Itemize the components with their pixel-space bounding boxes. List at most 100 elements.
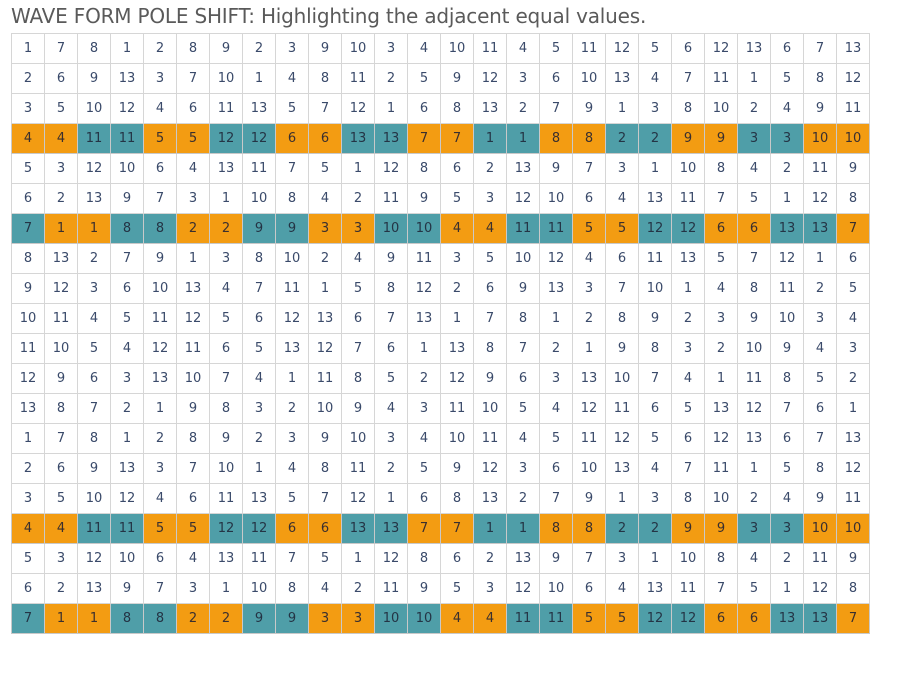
grid-cell: 5 (341, 273, 375, 304)
grid-cell: 6 (275, 513, 309, 544)
grid-cell: 7 (308, 93, 342, 124)
grid-cell: 6 (671, 423, 705, 454)
grid-cell: 6 (77, 363, 111, 394)
grid-cell: 1 (407, 333, 441, 364)
grid-cell: 3 (110, 363, 144, 394)
grid-cell: 8 (803, 453, 837, 484)
grid-cell: 9 (572, 93, 606, 124)
grid-cell: 5 (638, 33, 672, 64)
grid-cell: 6 (308, 513, 342, 544)
grid-cell: 6 (572, 183, 606, 214)
grid-cell: 2 (341, 183, 375, 214)
grid-cell: 13 (803, 213, 837, 244)
grid-cell: 7 (836, 603, 870, 634)
grid-row: 3 5 10 12 4 6 11 13 5 7 12 1 6 8 13 2 7 9 1 3 8 10 2 4 9 11 (11, 93, 870, 124)
grid-cell: 7 (11, 213, 45, 244)
grid-cell: 12 (275, 303, 309, 334)
grid-cell: 6 (275, 123, 309, 154)
grid-cell: 10 (770, 303, 804, 334)
grid-cell: 2 (704, 333, 738, 364)
grid-cell: 7 (704, 183, 738, 214)
grid-cell: 12 (704, 423, 738, 454)
grid-cell: 12 (341, 483, 375, 514)
grid-cell: 6 (506, 363, 540, 394)
grid-cell: 12 (308, 333, 342, 364)
grid-cell: 5 (572, 213, 606, 244)
grid-cell: 7 (539, 93, 573, 124)
grid-cell: 5 (308, 153, 342, 184)
grid-cell: 5 (407, 63, 441, 94)
grid-cell: 10 (176, 363, 210, 394)
grid-cell: 4 (11, 513, 45, 544)
grid-cell: 9 (836, 153, 870, 184)
grid-cell: 6 (110, 273, 144, 304)
grid-cell: 3 (572, 273, 606, 304)
grid-cell: 5 (242, 333, 276, 364)
grid-cell: 8 (836, 573, 870, 604)
grid-cell: 6 (242, 303, 276, 334)
grid-cell: 10 (572, 63, 606, 94)
grid-cell: 13 (407, 303, 441, 334)
grid-cell: 5 (770, 453, 804, 484)
grid-cell: 2 (341, 573, 375, 604)
grid-cell: 13 (242, 93, 276, 124)
grid-cell: 12 (77, 543, 111, 574)
grid-cell: 6 (44, 63, 78, 94)
grid-cell: 8 (473, 333, 507, 364)
grid-cell: 3 (275, 33, 309, 64)
grid-cell: 1 (770, 183, 804, 214)
grid-cell: 5 (440, 573, 474, 604)
grid-cell: 8 (341, 363, 375, 394)
grid-cell: 13 (704, 393, 738, 424)
grid-cell: 10 (539, 573, 573, 604)
grid-cell: 8 (737, 273, 771, 304)
grid-cell: 10 (836, 123, 870, 154)
grid-cell: 2 (242, 423, 276, 454)
grid-cell: 3 (770, 513, 804, 544)
grid-cell: 5 (506, 393, 540, 424)
grid-cell: 2 (737, 93, 771, 124)
grid-cell: 12 (143, 333, 177, 364)
grid-cell: 6 (638, 393, 672, 424)
grid-cell: 4 (44, 123, 78, 154)
grid-cell: 2 (737, 483, 771, 514)
grid-cell: 10 (671, 153, 705, 184)
grid-cell: 11 (638, 243, 672, 274)
grid-cell: 3 (473, 573, 507, 604)
grid-cell: 13 (440, 333, 474, 364)
grid-cell: 1 (836, 393, 870, 424)
grid-cell: 11 (11, 333, 45, 364)
grid-cell: 8 (308, 453, 342, 484)
grid-cell: 11 (176, 333, 210, 364)
grid-cell: 3 (77, 273, 111, 304)
grid-cell: 10 (242, 183, 276, 214)
grid-row: 1 7 8 1 2 8 9 2 3 9 10 3 4 10 11 4 5 11 12 5 6 12 13 6 7 13 (11, 423, 870, 454)
grid-cell: 8 (704, 153, 738, 184)
grid-cell: 13 (473, 93, 507, 124)
grid-cell: 7 (44, 423, 78, 454)
grid-cell: 1 (803, 243, 837, 274)
grid-cell: 6 (44, 453, 78, 484)
grid-cell: 3 (539, 363, 573, 394)
grid-row: 13 8 7 2 1 9 8 3 2 10 9 4 3 11 10 5 4 12 11 6 5 13 12 7 6 1 (11, 393, 870, 424)
grid-cell: 3 (341, 603, 375, 634)
grid-cell: 1 (473, 123, 507, 154)
grid-cell: 9 (77, 63, 111, 94)
grid-cell: 4 (506, 423, 540, 454)
grid-cell: 2 (440, 273, 474, 304)
grid-cell: 11 (704, 453, 738, 484)
grid-cell: 8 (539, 513, 573, 544)
grid-cell: 4 (275, 63, 309, 94)
grid-cell: 5 (836, 273, 870, 304)
grid-cell: 10 (77, 93, 111, 124)
grid-cell: 13 (374, 513, 408, 544)
grid-cell: 5 (671, 393, 705, 424)
grid-cell: 4 (440, 603, 474, 634)
grid-cell: 7 (110, 243, 144, 274)
grid-cell: 12 (44, 273, 78, 304)
grid-cell: 5 (539, 33, 573, 64)
grid-cell: 6 (440, 153, 474, 184)
grid-cell: 10 (572, 453, 606, 484)
grid-cell: 1 (209, 183, 243, 214)
grid-cell: 8 (572, 513, 606, 544)
